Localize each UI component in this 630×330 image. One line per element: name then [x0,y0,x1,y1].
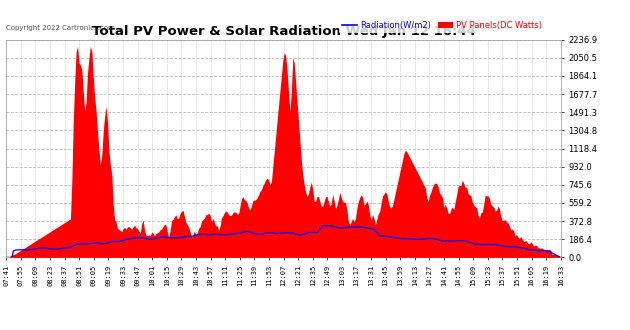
Text: Copyright 2022 Cartronics.com: Copyright 2022 Cartronics.com [6,25,115,31]
Legend: Radiation(W/m2), PV Panels(DC Watts): Radiation(W/m2), PV Panels(DC Watts) [338,17,546,33]
Title: Total PV Power & Solar Radiation Wed Jan 12 16:44: Total PV Power & Solar Radiation Wed Jan… [91,25,476,38]
